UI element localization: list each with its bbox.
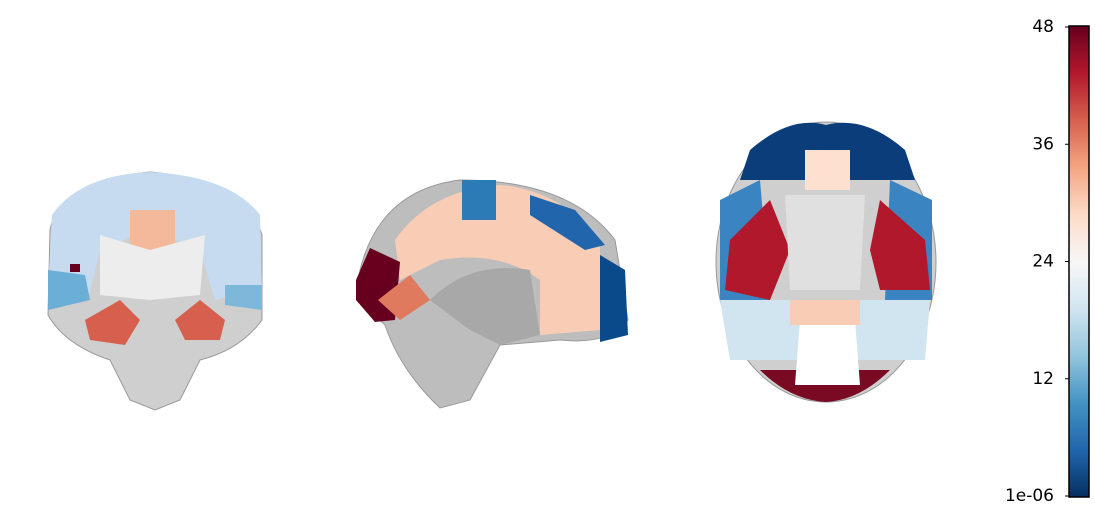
colorbar bbox=[1068, 25, 1090, 498]
colorbar-tick-label: 24 bbox=[1032, 252, 1054, 272]
colorbar-tick-label: 36 bbox=[1032, 134, 1054, 154]
colorbar-tick-label: 48 bbox=[1032, 17, 1054, 37]
colorbar-tick-label: 12 bbox=[1032, 369, 1054, 389]
colorbar-tick-label: 1e-06 bbox=[1005, 486, 1054, 506]
coronal-slice bbox=[47, 171, 263, 411]
axial-slice bbox=[715, 121, 937, 403]
sagittal-slice bbox=[356, 179, 629, 409]
